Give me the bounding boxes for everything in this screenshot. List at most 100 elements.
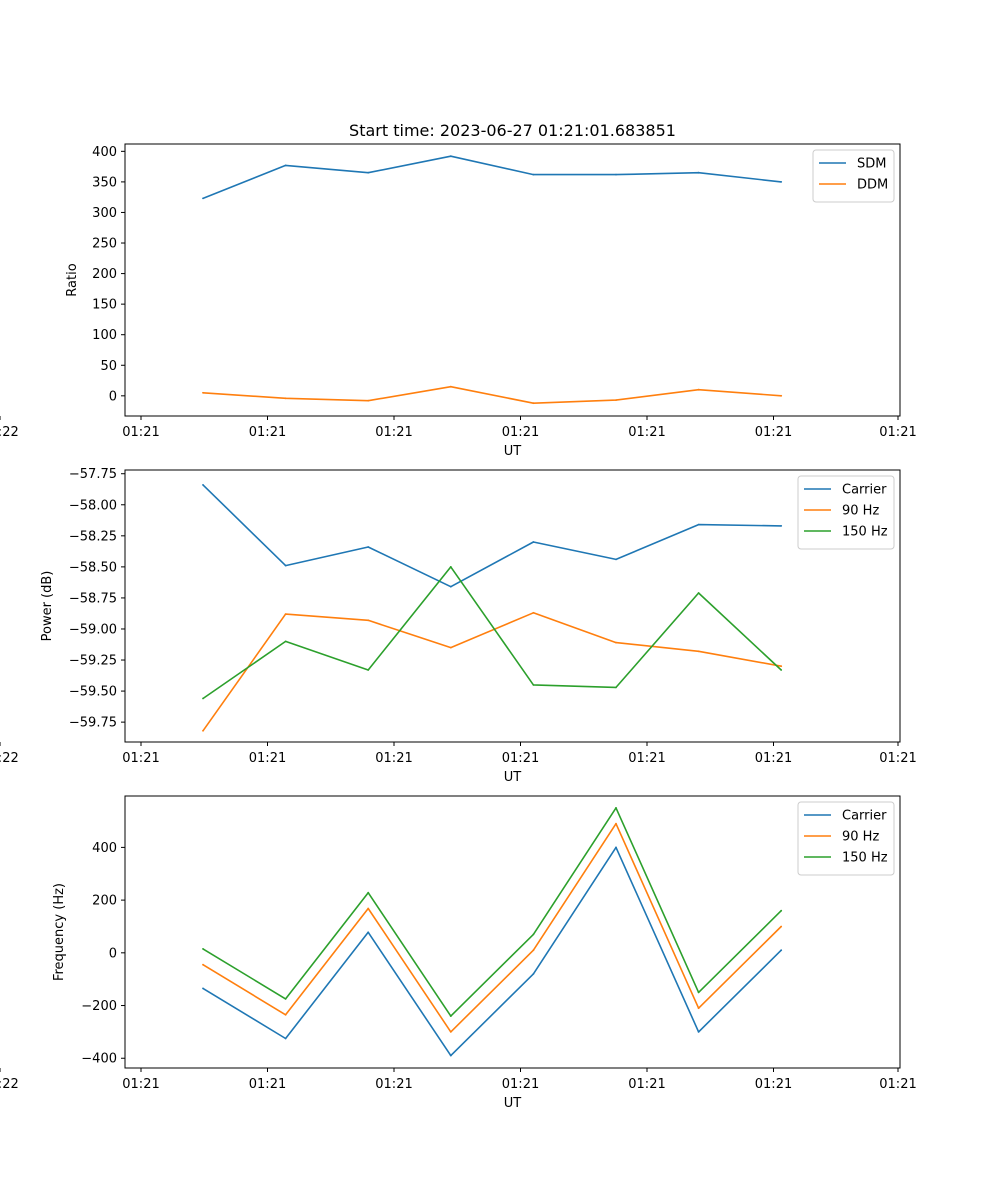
data-point <box>615 807 617 809</box>
series-line-150-hz <box>202 566 782 700</box>
data-point <box>697 523 700 526</box>
data-point <box>615 822 617 825</box>
x-tick-label: 01:21 <box>375 751 412 766</box>
data-point <box>780 181 783 183</box>
legend: SDM DDM <box>812 149 895 203</box>
data-point <box>615 641 617 644</box>
legend: Carrier 90 Hz 150 Hz <box>797 475 895 550</box>
y-tick-label: −59.00 <box>69 622 117 637</box>
y-tick-label: 400 <box>92 145 117 160</box>
data-point <box>202 948 204 950</box>
data-point <box>615 173 617 176</box>
data-point <box>367 546 370 548</box>
data-point <box>780 909 783 912</box>
x-tick-label: 01:21 <box>122 1077 159 1092</box>
y-tick-label: 50 <box>100 359 117 374</box>
data-point <box>202 197 204 200</box>
panels: 0 50 100 150 200 250 300 350 400 01:21 01:21 01:21 0… <box>0 143 917 1111</box>
data-point <box>449 566 452 568</box>
series-line-90-hz <box>202 822 782 1033</box>
y-tick-label: −59.50 <box>69 685 117 700</box>
data-point <box>697 171 700 174</box>
data-point <box>449 155 452 158</box>
data-point <box>532 949 535 952</box>
y-axis-label: Ratio <box>65 263 80 296</box>
y-axis-label: Frequency (Hz) <box>52 883 67 981</box>
data-point <box>367 399 370 402</box>
data-point <box>367 931 370 934</box>
data-point <box>532 173 535 176</box>
y-tick-label: −200 <box>81 999 117 1014</box>
x-tick-label: 01:21 <box>249 751 286 766</box>
chart-panel-3: −400 −200 0 200 400 01:21 01:21 01:21 01:21 01:21… <box>0 795 917 1111</box>
x-axis-label: UT <box>504 444 522 459</box>
data-point <box>367 171 370 174</box>
y-tick-label: −59.75 <box>69 716 117 731</box>
x-tick-label: 01:21 <box>755 1077 792 1092</box>
legend-label: DDM <box>857 178 888 193</box>
data-point <box>202 729 204 732</box>
data-point <box>284 564 287 567</box>
plot-frame <box>124 143 901 417</box>
x-tick-label: 01:21 <box>122 425 159 440</box>
data-point <box>780 394 783 397</box>
data-point <box>449 1054 452 1057</box>
data-point <box>615 686 617 689</box>
data-point <box>202 697 204 700</box>
data-point <box>532 684 535 686</box>
legend-label: 90 Hz <box>842 504 879 519</box>
data-point <box>284 640 287 643</box>
y-tick-label: −400 <box>81 1052 117 1067</box>
series-line-sdm <box>202 155 782 200</box>
plot-frame <box>124 795 901 1069</box>
data-point <box>449 385 452 388</box>
legend-label: SDM <box>857 157 886 172</box>
chart-panel-2: −59.75 −59.50 −59.25 −59.00 −58.75 −58.50 −58.… <box>0 467 917 785</box>
legend-label: 150 Hz <box>842 525 888 540</box>
plot-frame <box>124 469 901 743</box>
y-tick-label: 300 <box>92 206 117 221</box>
x-tick-label: 01:21 <box>375 425 412 440</box>
legend-label: Carrier <box>842 483 887 498</box>
data-point <box>449 585 452 588</box>
y-tick-label: 350 <box>92 175 117 190</box>
x-tick-label: 01:22 <box>0 425 19 440</box>
data-point <box>367 669 370 671</box>
data-point <box>449 1031 452 1033</box>
y-tick-label: −57.75 <box>69 467 117 482</box>
data-point <box>697 592 700 594</box>
x-tick-label: 01:22 <box>0 1077 19 1092</box>
y-tick-label: 150 <box>92 298 117 313</box>
figure-title: Start time: 2023-06-27 01:21:01.683851 <box>349 121 676 140</box>
data-point <box>615 399 617 401</box>
data-point <box>532 973 535 975</box>
data-point <box>532 933 535 936</box>
y-tick-label: −59.25 <box>69 654 117 669</box>
y-tick-label: −58.00 <box>69 498 117 513</box>
y-tick-label: −58.25 <box>69 529 117 544</box>
x-tick-label: 01:21 <box>879 1077 916 1092</box>
data-point <box>367 891 370 894</box>
x-tick-label: 01:22 <box>0 751 19 766</box>
y-axis-label: Power (dB) <box>40 571 55 642</box>
x-tick-label: 01:21 <box>502 425 539 440</box>
legend: Carrier 90 Hz 150 Hz <box>797 801 895 876</box>
data-point <box>202 987 204 990</box>
x-tick-label: 01:21 <box>249 425 286 440</box>
x-tick-label: 01:21 <box>628 751 665 766</box>
data-point <box>449 1015 452 1017</box>
y-tick-label: 200 <box>92 894 117 909</box>
legend-label: 90 Hz <box>842 830 879 845</box>
y-tick-label: −58.50 <box>69 560 117 575</box>
data-point <box>780 525 783 527</box>
data-point <box>780 665 783 668</box>
data-point <box>284 1013 287 1016</box>
legend-label: Carrier <box>842 809 887 824</box>
y-tick-label: 400 <box>92 841 117 856</box>
data-point <box>284 164 287 167</box>
y-tick-label: 200 <box>92 267 117 282</box>
y-tick-label: −58.75 <box>69 591 117 606</box>
legend-label: 150 Hz <box>842 851 888 866</box>
chart-panel-1: 0 50 100 150 200 250 300 350 400 01:21 01:21 01:21 0… <box>0 143 917 459</box>
